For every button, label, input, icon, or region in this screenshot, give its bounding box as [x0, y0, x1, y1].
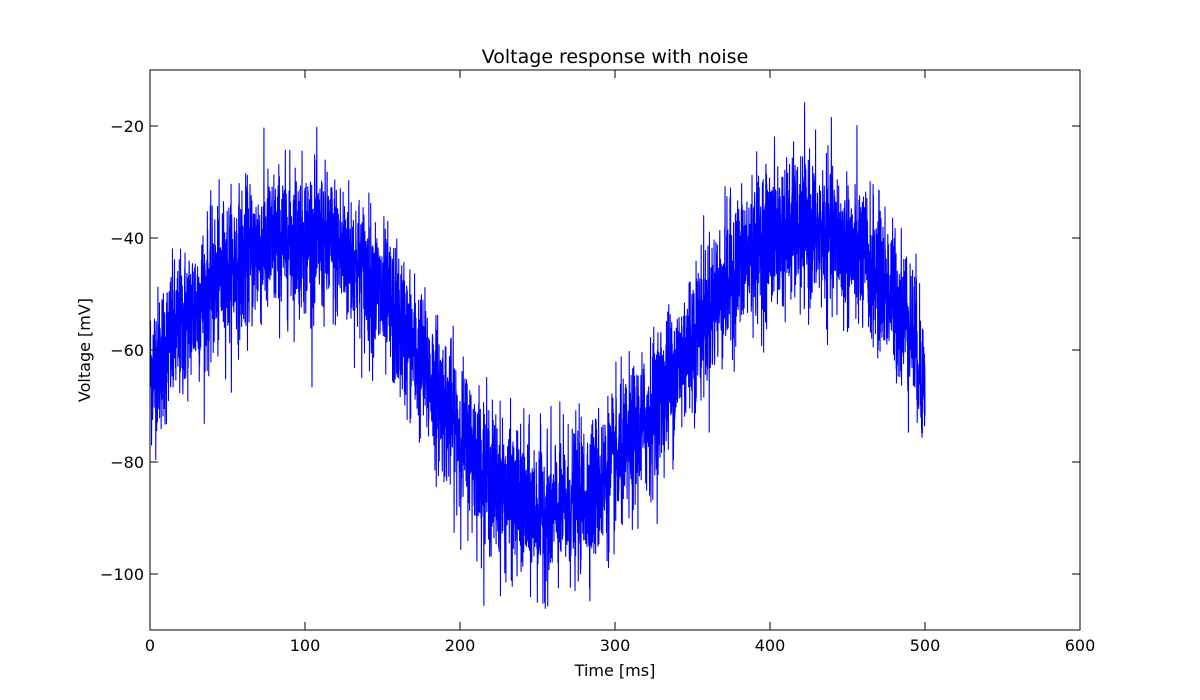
x-tick-label: 0	[145, 636, 155, 655]
x-tick-label: 100	[290, 636, 321, 655]
series-line-0	[150, 102, 926, 609]
x-tick-label: 400	[755, 636, 786, 655]
y-tick-label: −100	[100, 565, 144, 584]
x-tick-label: 200	[445, 636, 476, 655]
chart-title: Voltage response with noise	[482, 46, 749, 68]
y-tick-label: −40	[110, 229, 144, 248]
y-axis-label: Voltage [mV]	[75, 298, 94, 402]
y-tick-label: −60	[110, 341, 144, 360]
x-tick-label: 500	[910, 636, 941, 655]
x-axis-label: Time [ms]	[574, 661, 656, 680]
y-tick-label: −20	[110, 117, 144, 136]
x-tick-label: 600	[1065, 636, 1096, 655]
y-tick-label: −80	[110, 453, 144, 472]
x-tick-label: 300	[600, 636, 631, 655]
